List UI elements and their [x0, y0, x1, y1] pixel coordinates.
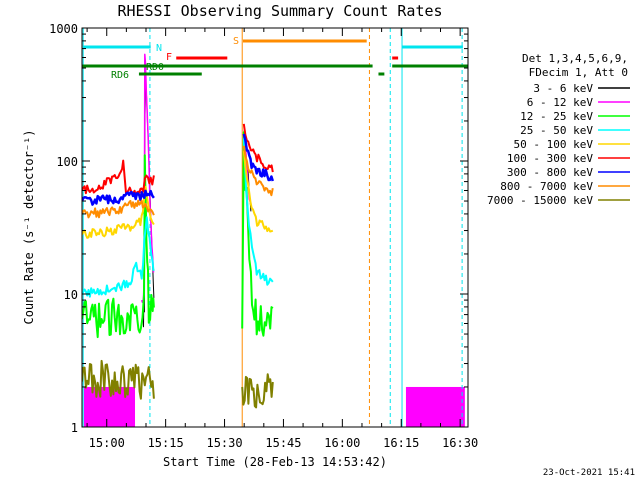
x-axis-label: Start Time (28-Feb-13 14:53:42) [163, 455, 387, 469]
x-tick-label: 15:45 [265, 436, 301, 450]
series-line-8-segment-1 [82, 199, 155, 219]
flag-label-s: S [233, 36, 239, 47]
plot-frame [81, 27, 469, 428]
y-tick-label: 1 [71, 421, 78, 435]
x-tick-label: 16:30 [442, 436, 478, 450]
legend-entry-label: 50 - 100 keV [514, 138, 594, 151]
y-tick-label: 10 [64, 288, 78, 302]
series-line-5-segment-2 [242, 150, 274, 233]
legend-entry-label: 12 - 25 keV [520, 110, 593, 123]
y-tick-label: 100 [56, 155, 78, 169]
x-tick-label: 16:15 [383, 436, 419, 450]
legend-entry-label: 3 - 6 keV [533, 82, 593, 95]
y-axis-label: Count Rate (s⁻¹ detector⁻¹) [22, 129, 36, 324]
legend-entry-label: 7000 - 15000 keV [487, 194, 593, 207]
series-line-4-segment-1 [82, 216, 155, 298]
series-line-4-segment-2 [242, 137, 274, 286]
y-tick-label: 1000 [49, 22, 78, 36]
series-line-7-segment-1 [82, 189, 155, 206]
series-line-9-segment-1 [82, 359, 155, 400]
series-line-6-segment-1 [82, 159, 155, 197]
chart-title: RHESSI Observing Summary Count Rates [117, 2, 442, 20]
legend: Det 1,3,4,5,6,9, FDecim 1, Att 0 3 - 6 k… [487, 52, 630, 207]
series-line-9-segment-2 [241, 373, 274, 409]
series-line-6-segment-2 [242, 123, 274, 173]
legend-entry-label: 300 - 800 keV [507, 166, 593, 179]
legend-entry-label: 100 - 300 keV [507, 152, 593, 165]
y-axis: 1 10 100 1000 [49, 22, 468, 435]
legend-entry-label: 800 - 7000 keV [500, 180, 593, 193]
legend-header-line-2: FDecim 1, Att 0 [529, 66, 628, 79]
legend-entry-label: 6 - 12 keV [527, 96, 594, 109]
x-tick-label: 15:15 [148, 436, 184, 450]
flag-label-n: N [156, 43, 162, 54]
x-tick-label: 15:00 [89, 436, 125, 450]
series-line-7-segment-2 [242, 133, 274, 182]
series-line-5-segment-1 [82, 185, 155, 239]
attenuator-block-right [405, 386, 465, 427]
flag-label-rd0: RD0 [146, 62, 164, 73]
x-tick-label: 16:00 [324, 436, 360, 450]
x-axis: 15:00 15:15 15:30 15:45 16:00 16:15 16:30 [86, 28, 478, 450]
legend-header-line-1: Det 1,3,4,5,6,9, [522, 52, 628, 65]
flag-label-f: F [166, 52, 172, 63]
series-line-8-segment-2 [242, 145, 274, 197]
legend-entry-label: 25 - 50 keV [520, 124, 593, 137]
flag-label-rd6: RD6 [111, 70, 129, 81]
x-tick-label: 15:30 [206, 436, 242, 450]
generated-date: 23-Oct-2021 15:41 [543, 468, 635, 478]
